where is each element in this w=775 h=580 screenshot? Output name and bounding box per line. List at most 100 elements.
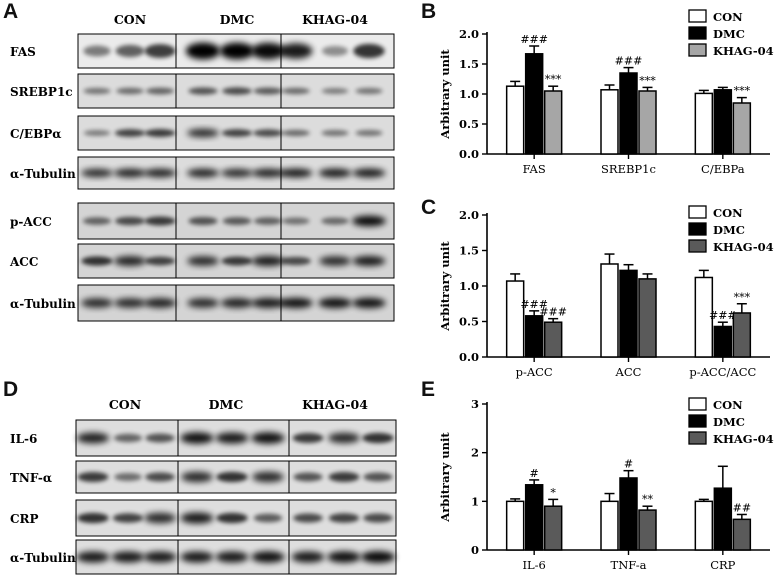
- blot-a-top-2-band: [144, 129, 176, 137]
- blot-a-top-2: C/EBPα: [10, 115, 395, 151]
- blot-d-1: TNF-α: [10, 460, 397, 494]
- significance-label: *: [550, 486, 556, 499]
- blot-d-2-band: [328, 513, 360, 523]
- bar: [638, 278, 657, 358]
- blot-a-top-2-band: [114, 129, 146, 137]
- blot-d-1-band: [252, 471, 284, 483]
- blot-a-bot-0-band: [144, 216, 176, 226]
- y-tick-label: 2: [471, 446, 479, 460]
- y-tick-label: 1: [471, 494, 479, 508]
- blot-a-bot-2-band: [114, 298, 146, 308]
- blot-a-top-0-band: [353, 43, 385, 59]
- blot-a-top-3-band: [318, 168, 352, 178]
- bar: [505, 280, 525, 358]
- legend-label: DMC: [713, 223, 745, 237]
- legend-swatch: [688, 222, 707, 236]
- bar: [619, 269, 638, 358]
- blot-a-top-0-band: [115, 44, 145, 58]
- blot-a-bot-2-band: [187, 298, 219, 308]
- bar: [524, 484, 544, 551]
- blot-a-top-1-band: [83, 87, 111, 95]
- blot-a-bot-1-band: [81, 256, 113, 266]
- bar: [619, 477, 638, 551]
- blot-d-1-band: [293, 472, 323, 482]
- bar: [694, 92, 714, 155]
- legend-swatch: [688, 205, 707, 219]
- blot-a-bot-1-band: [281, 256, 311, 266]
- blot-a-bot-0-band: [222, 217, 252, 225]
- x-tick-label: ACC: [615, 365, 642, 379]
- y-tick-label: 3: [471, 397, 479, 411]
- blot-d-3-band: [111, 551, 145, 563]
- x-tick-label: CRP: [710, 558, 735, 572]
- blot-a-top-1-band: [145, 87, 175, 95]
- blot-a-bot-0-band: [321, 217, 349, 225]
- blot-a-top-3-band: [352, 168, 386, 178]
- blot-a-top-2-band: [83, 130, 111, 136]
- blot-a-bot-2-label: α-Tubulin: [10, 297, 76, 311]
- blot-a-bot-1-band: [319, 256, 351, 266]
- blot-a-bot-1: ACC: [9, 243, 395, 279]
- significance-label: ***: [734, 291, 751, 304]
- chart-e: Arbitrary unit 0 1 2 3 IL-6 # * TNF-a # ** CRP ## CON…: [438, 397, 774, 572]
- blot-a-top-1-band: [282, 87, 310, 95]
- y-tick-label: 1.0: [459, 87, 479, 101]
- legend-swatch: [688, 26, 707, 40]
- blot-d-1-band: [77, 472, 109, 482]
- blot-a-bot-2-band: [352, 297, 386, 309]
- bar: [732, 312, 752, 358]
- blot-a-bot-2-band: [143, 298, 177, 308]
- blot-a-bot-1-band: [251, 256, 285, 266]
- x-tick-label: TNF-a: [611, 558, 647, 572]
- blot-d-3-label: α-Tubulin: [10, 551, 76, 565]
- group-label-d: CON: [109, 397, 141, 412]
- blot-a-top-0: FAS: [10, 33, 395, 69]
- significance-label: ###: [520, 298, 548, 311]
- blot-a-bot-0-label: p-ACC: [10, 215, 52, 229]
- blot-d-2-band: [180, 512, 214, 524]
- legend-label: KHAG-04: [713, 44, 774, 58]
- bar: [600, 263, 619, 358]
- blot-d-2-band: [363, 513, 393, 523]
- blot-a-bot-0-band: [188, 216, 218, 226]
- legend-label: CON: [713, 398, 743, 412]
- bar: [713, 487, 733, 551]
- blot-a-top-2-band: [321, 129, 349, 137]
- bar: [713, 325, 733, 358]
- bar: [694, 500, 714, 551]
- blot-d-3: α-Tubulin: [10, 539, 397, 575]
- blot-d-0: IL-6: [10, 419, 397, 457]
- blot-a-top-1-band: [116, 87, 144, 95]
- blot-a-top-1-band: [321, 88, 349, 94]
- blot-a-top-1-band: [355, 87, 383, 95]
- blot-a-bot-2-band: [251, 298, 285, 308]
- blot-a-top-2-band: [221, 129, 253, 137]
- blot-d-0-band: [292, 433, 324, 443]
- group-label-a: CON: [114, 12, 146, 27]
- blot-a-top-1: SREBP1c: [10, 73, 395, 109]
- legend-swatch: [688, 414, 707, 428]
- y-tick-label: 1.0: [459, 279, 479, 293]
- bar: [543, 505, 563, 551]
- blot-a-bot-0-band: [115, 216, 145, 226]
- bar: [524, 53, 544, 155]
- blot-d-3-band: [251, 551, 285, 563]
- x-tick-label: FAS: [523, 162, 546, 176]
- blot-a-top-3-band: [279, 168, 313, 178]
- y-tick-label: 2.0: [459, 208, 479, 222]
- blot-d-0-band: [180, 432, 214, 444]
- blot-a-top-1-band: [188, 87, 218, 95]
- blot-a-top-0-band: [251, 42, 285, 60]
- blot-d-3-band: [361, 551, 395, 563]
- blot-a-bot-0-band: [82, 217, 112, 225]
- y-tick-label: 0.0: [459, 350, 479, 364]
- blot-a-top-3: α-Tubulin: [10, 156, 395, 190]
- blot-a-bot-0-band: [253, 217, 283, 225]
- legend-swatch: [688, 239, 707, 253]
- significance-label: ###: [520, 33, 548, 46]
- blot-a-bot-2-band: [220, 298, 254, 308]
- blot-d-1-band: [328, 472, 360, 482]
- blot-d-0-band: [215, 432, 249, 444]
- blot-d-3-band: [76, 551, 110, 563]
- blot-d-1-label: TNF-α: [10, 471, 52, 485]
